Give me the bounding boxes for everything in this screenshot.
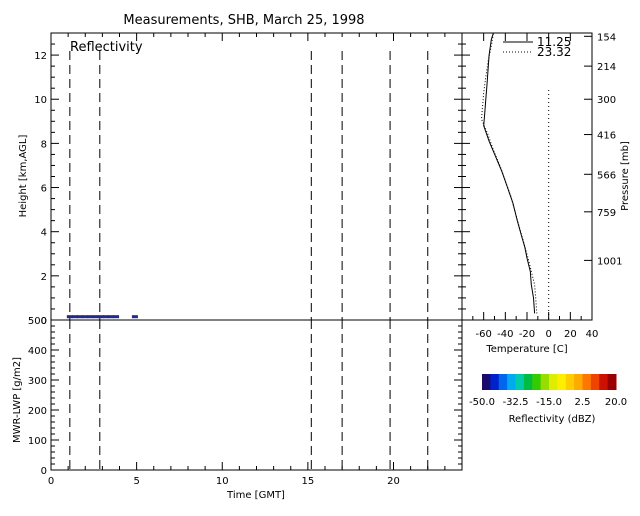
pressure-tick-label: 759 [597, 208, 616, 219]
figure-title: Measurements, SHB, March 25, 1998 [123, 13, 364, 28]
reflectivity-point [113, 315, 120, 319]
reflectivity-panel-frame [50, 32, 463, 321]
colorbar-tick-label: -50.0 [469, 397, 495, 408]
refl-ytick-label: 10 [34, 95, 47, 106]
time-xlabel: Time [GMT] [226, 490, 285, 501]
colorbar-segment [599, 374, 609, 390]
sounding-legend-label: 11.25 [537, 35, 571, 49]
colorbar-segment [582, 374, 592, 390]
reflectivity-point [131, 315, 138, 319]
reflectivity-point [97, 315, 104, 319]
lwp-ytick-label: 0 [41, 466, 47, 477]
pressure-ylabel: Pressure [mb] [620, 141, 631, 211]
reflectivity-annotation: Reflectivity [70, 40, 143, 55]
pressure-tick-label: 214 [597, 62, 616, 73]
time-xtick-label: 5 [133, 476, 139, 487]
lwp-ytick-label: 500 [28, 316, 47, 327]
colorbar-segment [482, 374, 491, 390]
colorbar-segment [532, 374, 542, 390]
temp-xtick-label: -40 [497, 329, 513, 340]
reflectivity-point [107, 315, 114, 319]
pressure-tick-label: 1001 [597, 256, 622, 267]
refl-ytick-label: 12 [34, 51, 47, 62]
pressure-tick-label: 416 [597, 131, 616, 142]
temp-xtick-label: -20 [519, 329, 535, 340]
colorbar-segment [540, 374, 550, 390]
colorbar-label: Reflectivity (dBZ) [509, 414, 596, 425]
pressure-tick-label: 300 [597, 95, 616, 106]
colorbar-segment [607, 374, 617, 390]
colorbar-segment [557, 374, 567, 390]
colorbar-segment [515, 374, 525, 390]
time-xtick-label: 10 [216, 476, 229, 487]
reflectivity-point [102, 315, 109, 319]
lwp-ytick-label: 300 [28, 376, 47, 387]
colorbar-segment [549, 374, 558, 390]
time-xtick-label: 15 [302, 476, 315, 487]
lwp-panel-frame [50, 319, 463, 471]
colorbar-segment [507, 374, 516, 390]
refl-ylabel: Height [km,AGL] [18, 135, 29, 218]
time-xtick-label: 20 [387, 476, 400, 487]
colorbar-tick-label: -15.0 [536, 397, 562, 408]
refl-ytick-label: 4 [41, 228, 47, 239]
lwp-ytick-label: 400 [28, 346, 47, 357]
lwp-ytick-label: 200 [28, 406, 47, 417]
temp-xlabel: Temperature [C] [485, 344, 567, 355]
colorbar-segment [523, 374, 533, 390]
lwp-ylabel: MWR-LWP [g/m2] [12, 357, 23, 443]
refl-ytick-label: 0 [41, 316, 47, 327]
reflectivity-point [71, 315, 78, 319]
reflectivity-point [87, 315, 94, 319]
colorbar-tick-label: 20.0 [605, 397, 627, 408]
refl-ytick-label: 8 [41, 139, 47, 150]
lwp-ytick-label: 100 [28, 436, 47, 447]
reflectivity-point [66, 315, 73, 319]
temperature-panel-frame [461, 32, 593, 321]
sounding-legend-label: 23.32 [537, 45, 571, 59]
pressure-tick-label: 154 [597, 32, 616, 43]
reflectivity-point [82, 315, 89, 319]
refl-ytick-label: 6 [41, 184, 47, 195]
sounding-profile-11-25 [483, 32, 536, 314]
time-xtick-label: 0 [48, 476, 54, 487]
colorbar-segment [590, 374, 600, 390]
sounding-profile-23-32 [480, 32, 538, 314]
refl-ytick-label: 2 [41, 272, 47, 283]
colorbar-segment [565, 374, 575, 390]
temp-xtick-label: -60 [475, 329, 491, 340]
temp-xtick-label: 0 [545, 329, 551, 340]
pressure-tick-label: 566 [597, 170, 616, 181]
colorbar-segment [490, 374, 500, 390]
temp-xtick-label: 20 [564, 329, 577, 340]
colorbar-tick-label: -32.5 [503, 397, 529, 408]
reflectivity-point [77, 315, 84, 319]
reflectivity-point [92, 315, 99, 319]
colorbar-segment [574, 374, 583, 390]
colorbar-tick-label: 2.5 [575, 397, 591, 408]
temp-xtick-label: 40 [586, 329, 599, 340]
colorbar-segment [498, 374, 508, 390]
